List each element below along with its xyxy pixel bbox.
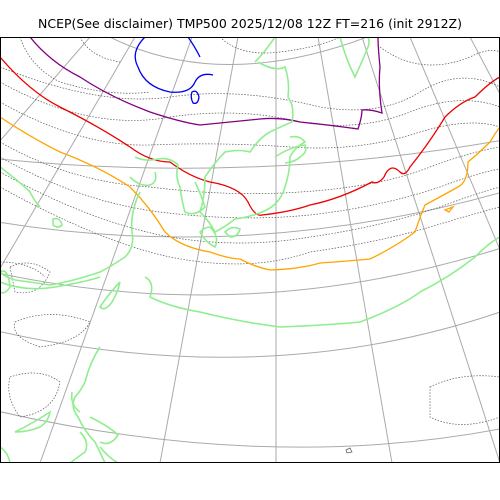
meridian: [409, 37, 500, 252]
latitude-circle: [0, 247, 500, 296]
weather-map: [0, 37, 500, 463]
coastline: [52, 217, 63, 228]
contour-line: [379, 46, 500, 66]
contour-line: [0, 171, 500, 244]
coastline: [199, 61, 307, 234]
map-frame: [0, 37, 500, 463]
latitude-circle: [0, 140, 500, 169]
meridian: [0, 37, 136, 270]
meridian: [39, 37, 193, 463]
contour-blue-closed: [190, 90, 200, 105]
coastline: [99, 446, 119, 463]
coastline: [69, 431, 88, 463]
latitude-circle: [0, 311, 500, 358]
contour-purple: [29, 37, 383, 130]
meridian: [317, 37, 393, 463]
contour-line: [0, 186, 500, 265]
coastline: [89, 416, 120, 445]
coastlines: [0, 37, 500, 463]
contour-line: [8, 372, 61, 418]
coastline: [98, 281, 121, 310]
coastline: [129, 171, 157, 187]
coastline: [134, 156, 206, 215]
coastline: [70, 391, 81, 413]
meridian: [0, 37, 91, 142]
coastline: [199, 226, 218, 249]
coastline: [339, 37, 370, 79]
contour-line: [0, 101, 500, 149]
contour-line: [13, 314, 91, 348]
temperature-contours-minor: [0, 37, 500, 425]
coastline: [14, 410, 52, 433]
coastline: [223, 226, 241, 238]
latitude-circle: [108, 37, 369, 65]
contour-line: [0, 156, 500, 219]
meridian: [469, 37, 500, 96]
coastline: [0, 191, 141, 286]
meridian: [361, 37, 500, 463]
contour-orange-closed: [443, 205, 455, 213]
contour-line: [0, 66, 500, 111]
contour-line: [79, 37, 121, 63]
graticule: [0, 37, 500, 463]
coastline: [0, 276, 101, 290]
contour-red: [0, 56, 500, 216]
contour-orange: [0, 116, 500, 271]
contour-blue: [134, 37, 214, 93]
contour-line: [9, 262, 51, 294]
island-outline: [345, 447, 353, 454]
latitude-circle: [0, 192, 500, 238]
contour-blue-edge: [187, 37, 201, 58]
coastline: [0, 166, 41, 208]
contour-line: [0, 261, 46, 278]
map-title: NCEP(See disclaimer) TMP500 2025/12/08 1…: [38, 16, 462, 31]
coastline: [254, 37, 276, 63]
coastline: [144, 236, 500, 328]
coastline: [0, 446, 11, 463]
contour-line: [219, 37, 341, 54]
coastline: [72, 346, 106, 463]
coastline: [0, 270, 11, 294]
contour-line: [0, 141, 500, 195]
contour-line: [0, 81, 500, 126]
contour-line: [429, 375, 500, 425]
coastline: [274, 144, 307, 164]
latitude-circle: [0, 411, 500, 448]
